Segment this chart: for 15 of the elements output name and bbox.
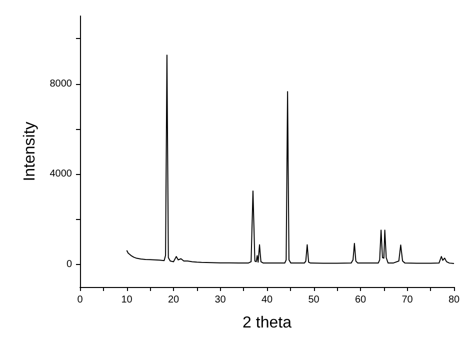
y-axis-title: Intensity	[22, 122, 38, 182]
y-tick-label: 4000	[50, 168, 72, 180]
x-tick-label: 0	[77, 294, 84, 306]
x-tick-label: 10	[121, 294, 133, 306]
x-tick-label: 70	[402, 294, 414, 306]
y-tick-label: 8000	[50, 78, 72, 90]
x-tick-label: 40	[261, 294, 273, 306]
x-tick-label: 60	[354, 294, 366, 306]
y-tick-label: 0	[66, 258, 72, 270]
x-tick-label: 30	[214, 294, 226, 306]
x-tick-label: 20	[168, 294, 180, 306]
line-series	[126, 54, 454, 264]
x-axis-title: 2 theta	[242, 314, 292, 332]
x-tick-label: 80	[448, 294, 460, 306]
x-tick-label: 50	[308, 294, 320, 306]
